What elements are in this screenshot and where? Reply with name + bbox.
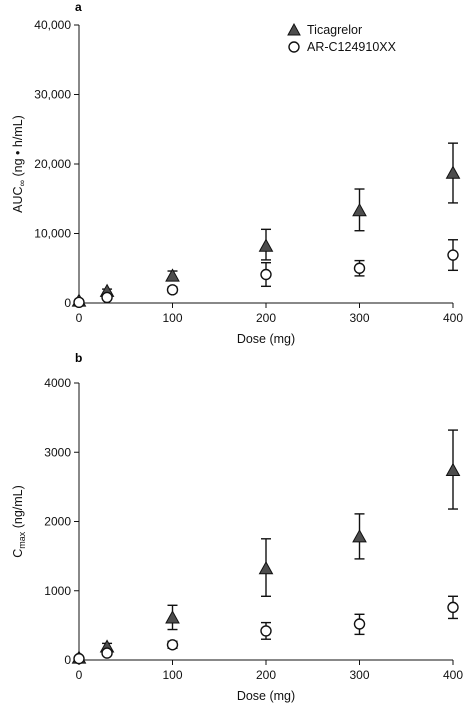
x-tick-label: 100 [162, 311, 182, 325]
panel-b-cmax-chart: b 0 1000 2000 3000 4000 0 100 200 300 400 Dose (mg)… [11, 351, 463, 703]
y-tick-label: 20,000 [34, 157, 71, 171]
x-axis-label: Dose (mg) [237, 332, 295, 346]
legend-marker-ticagrelor [287, 22, 301, 36]
data-point-ar-c124910xx [353, 262, 366, 274]
data-point-ar-c124910xx [260, 625, 272, 637]
data-point-ticagrelor [165, 610, 180, 624]
data-point-ar-c124910xx [166, 284, 179, 296]
x-tick-label: 0 [76, 311, 83, 325]
x-tick-label: 200 [256, 311, 276, 325]
y-tick-label: 10,000 [34, 227, 71, 241]
legend-label-ar-c124910xx: AR-C124910XX [307, 40, 397, 54]
y-tick-label: 1000 [44, 584, 71, 598]
data-point-ar-c124910xx [353, 618, 366, 630]
y-tick-label: 0 [64, 653, 71, 667]
legend-marker-ar-c124910xx [288, 41, 300, 53]
x-tick-label: 100 [162, 668, 182, 682]
x-tick-label: 400 [443, 668, 463, 682]
panel-label: a [75, 0, 82, 14]
data-point-ar-c124910xx [73, 652, 85, 665]
data-point-ticagrelor [352, 203, 367, 217]
data-point-ticagrelor [445, 165, 461, 179]
data-point-ar-c124910xx [447, 601, 459, 614]
x-tick-label: 300 [349, 311, 369, 325]
data-point-ticagrelor [165, 268, 180, 282]
legend-label-ticagrelor: Ticagrelor [307, 23, 362, 37]
data-point-ticagrelor [445, 462, 461, 476]
data-point-ar-c124910xx [447, 249, 459, 261]
data-point-ticagrelor [258, 561, 274, 575]
y-axis-label: Cmax (ng/mL) [11, 485, 27, 558]
x-axis-label: Dose (mg) [237, 689, 295, 703]
x-tick-label: 0 [76, 668, 83, 682]
y-tick-label: 40,000 [34, 18, 71, 32]
y-tick-label: 3000 [44, 445, 71, 459]
data-point-ar-c124910xx [73, 296, 85, 309]
x-tick-label: 200 [256, 668, 276, 682]
y-tick-label: 2000 [44, 515, 71, 529]
y-tick-label: 4000 [44, 376, 71, 390]
x-tick-label: 400 [443, 311, 463, 325]
y-tick-label: 30,000 [34, 88, 71, 102]
data-point-ar-c124910xx [166, 639, 179, 651]
y-tick-label: 0 [64, 296, 71, 310]
data-point-ticagrelor [258, 238, 274, 252]
data-point-ar-c124910xx [260, 268, 272, 281]
panel-label: b [75, 351, 82, 365]
x-tick-label: 300 [349, 668, 369, 682]
y-axis-label: AUC∞ (ng • h/mL) [11, 115, 27, 213]
panel-a-auc-chart: a 0 10,000 20,000 30,000 40,000 0 100 200 300 400 D… [11, 0, 463, 346]
data-point-ar-c124910xx [101, 291, 113, 304]
data-point-ticagrelor [352, 529, 367, 543]
data-point-ar-c124910xx [101, 647, 113, 659]
